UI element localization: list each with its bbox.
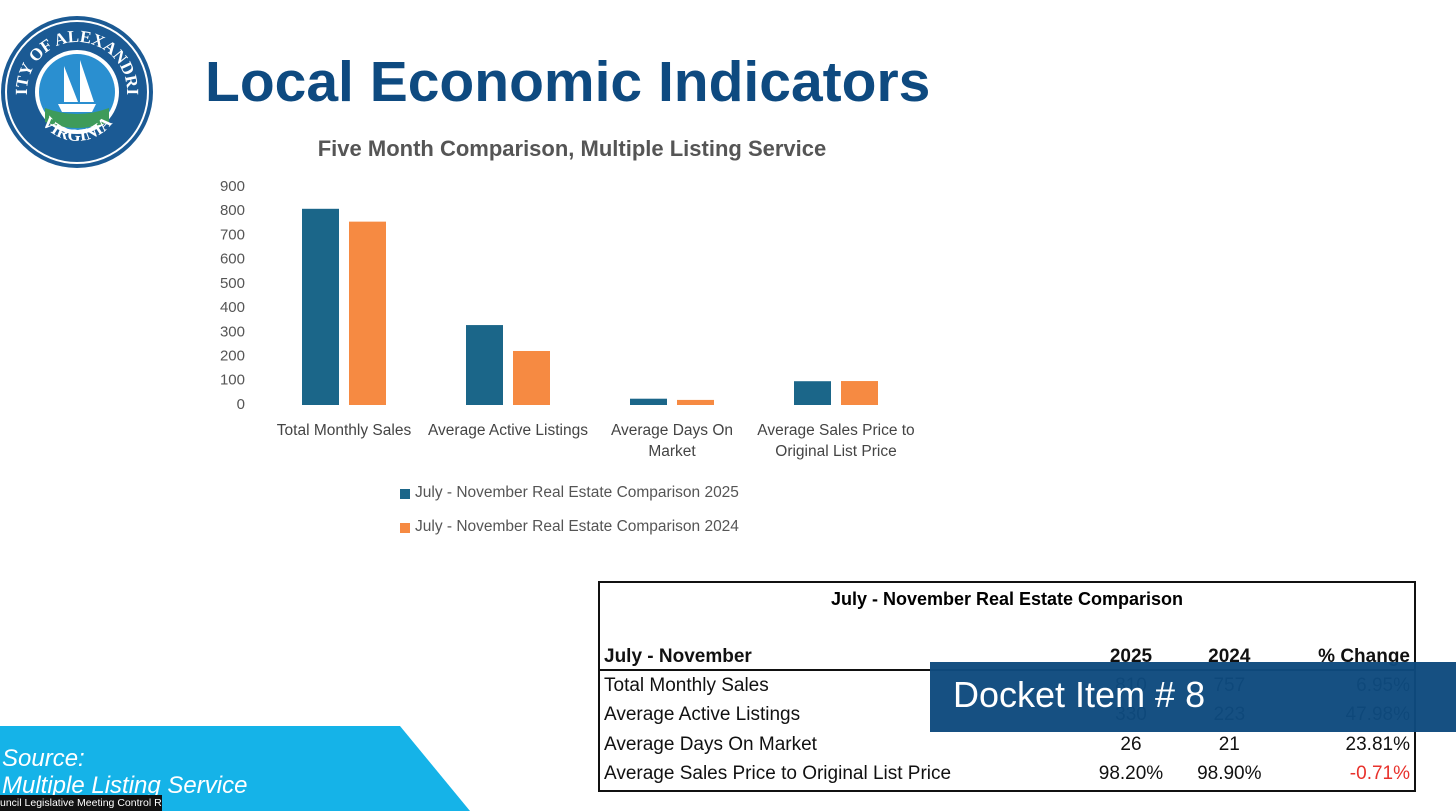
plot: 0 100 200 300 400 500 600 700 800 900: [220, 178, 878, 413]
legend-label: July - November Real Estate Comparison 2…: [415, 518, 739, 535]
table-cell: Average Active Listings: [604, 704, 801, 726]
y-tick-label: 300: [220, 323, 245, 340]
table-cell: 26: [1120, 733, 1142, 755]
x-tick-label: Total Monthly Sales: [276, 422, 412, 439]
bar: [349, 221, 386, 405]
bar: [630, 398, 667, 405]
table-cell: Average Days On Market: [604, 733, 817, 755]
logo: CITY OF ALEXANDRIA VIRGINIA: [0, 0, 153, 168]
x-tick-label: Average Sales Price to Original List Pri…: [757, 422, 915, 460]
table-cell: 23.81%: [1345, 733, 1410, 755]
y-tick-label: 600: [220, 251, 245, 268]
y-tick-label: 800: [220, 202, 245, 219]
table-row: Average Days On Market 26 21 23.81%: [600, 730, 1414, 760]
x-tick-label: Average Active Listings: [428, 422, 588, 439]
bar: [302, 208, 339, 405]
table-cell: 98.90%: [1197, 763, 1262, 785]
bar: [841, 381, 878, 405]
y-tick-label: 400: [220, 299, 245, 316]
y-tick-label: 900: [220, 178, 245, 195]
table-row: Average Sales Price to Original List Pri…: [600, 760, 1414, 790]
video-caption: uncil Legislative Meeting Control R: [0, 795, 162, 811]
bar: [513, 350, 550, 405]
legend-label: July - November Real Estate Comparison 2…: [415, 484, 739, 501]
table-cell: Total Monthly Sales: [604, 674, 769, 696]
docket-banner: Docket Item # 8: [930, 662, 1456, 732]
docket-text: Docket Item # 8: [953, 674, 1206, 715]
y-tick-label: 700: [220, 226, 245, 243]
table-cell: -0.71%: [1349, 763, 1410, 785]
table-cell: Average Sales Price to Original List Pri…: [604, 763, 952, 785]
table-cell: 21: [1218, 733, 1240, 755]
source-name: Multiple Listing Service: [2, 772, 247, 799]
y-tick-label: 0: [237, 396, 245, 413]
legend-swatch: [400, 489, 410, 499]
bar: [677, 399, 714, 405]
source-label: Source:: [2, 745, 85, 772]
legend-swatch: [400, 523, 410, 533]
slide-title: Local Economic Indicators: [205, 50, 930, 114]
y-tick-label: 100: [220, 372, 245, 389]
x-tick-label: Average Days On Market: [610, 422, 734, 460]
table-cell: 98.20%: [1098, 763, 1164, 785]
chart-title: Five Month Comparison, Multiple Listing …: [318, 136, 827, 161]
bar: [466, 325, 503, 405]
source-banner: [0, 726, 470, 811]
table-title: July - November Real Estate Comparison: [830, 589, 1184, 609]
y-tick-label: 500: [220, 275, 245, 292]
bar: [794, 381, 831, 405]
y-tick-label: 200: [220, 348, 245, 365]
